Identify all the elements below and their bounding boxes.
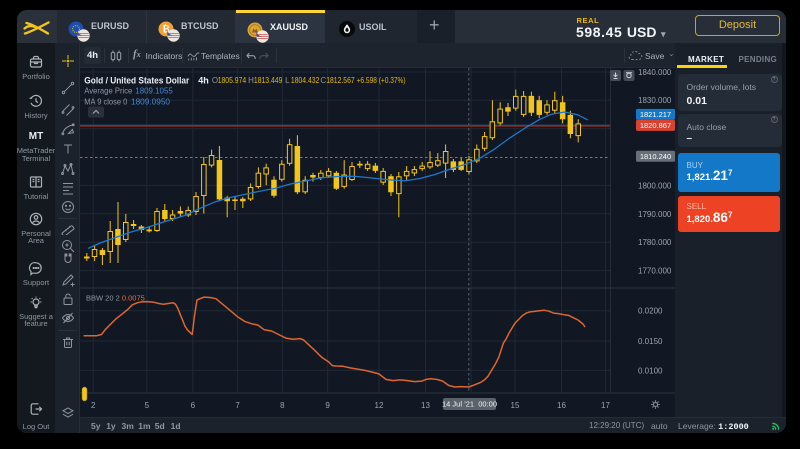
svg-text:0.0150: 0.0150 (638, 337, 663, 346)
svg-text:4h: 4h (198, 76, 209, 86)
svg-text:1812.567: 1812.567 (326, 76, 355, 85)
svg-text:12: 12 (375, 401, 384, 410)
svg-text:9: 9 (325, 401, 330, 410)
svg-text:6: 6 (191, 401, 196, 410)
svg-text:8: 8 (280, 401, 285, 410)
svg-text:0.0100: 0.0100 (638, 366, 663, 375)
svg-text:1809.0950: 1809.0950 (131, 97, 170, 107)
svg-text:BBW 20 2 0.0075: BBW 20 2 0.0075 (86, 294, 145, 303)
svg-text:16: 16 (557, 401, 566, 410)
svg-text:1800.000: 1800.000 (638, 181, 672, 190)
svg-text:1805.974: 1805.974 (218, 76, 247, 85)
svg-text:0.0200: 0.0200 (638, 307, 663, 316)
svg-text:O: O (212, 76, 218, 85)
svg-text:14 Jul ’21 00:00: 14 Jul ’21 00:00 (442, 400, 497, 409)
svg-text:1809.1055: 1809.1055 (135, 86, 173, 96)
svg-text:L: L (285, 76, 290, 85)
svg-text:C: C (320, 76, 326, 85)
svg-text:1790.000: 1790.000 (638, 210, 672, 219)
svg-text:2: 2 (91, 401, 96, 410)
svg-text:7: 7 (235, 401, 240, 410)
svg-text:15: 15 (511, 401, 520, 410)
svg-text:+6.598 (+0.37%): +6.598 (+0.37%) (357, 76, 406, 85)
svg-text:1840.000: 1840.000 (638, 68, 672, 77)
svg-text:17: 17 (601, 401, 610, 410)
svg-text:1770.000: 1770.000 (638, 267, 672, 276)
svg-text:Average Price: Average Price (84, 86, 132, 96)
svg-text:Gold / United States Dollar: Gold / United States Dollar (84, 76, 189, 87)
svg-text:1821.217: 1821.217 (640, 110, 671, 119)
svg-text:H: H (248, 76, 254, 85)
svg-text:1804.432: 1804.432 (291, 76, 320, 85)
svg-text:1813.449: 1813.449 (254, 76, 283, 85)
svg-text:1810.240: 1810.240 (640, 152, 671, 161)
svg-text:5: 5 (145, 401, 150, 410)
svg-text:13: 13 (421, 401, 430, 410)
svg-text:1780.000: 1780.000 (638, 238, 672, 247)
svg-text:1830.000: 1830.000 (638, 96, 672, 105)
svg-text:MA 9 close 0: MA 9 close 0 (84, 97, 127, 107)
svg-text:1820.867: 1820.867 (640, 121, 671, 130)
